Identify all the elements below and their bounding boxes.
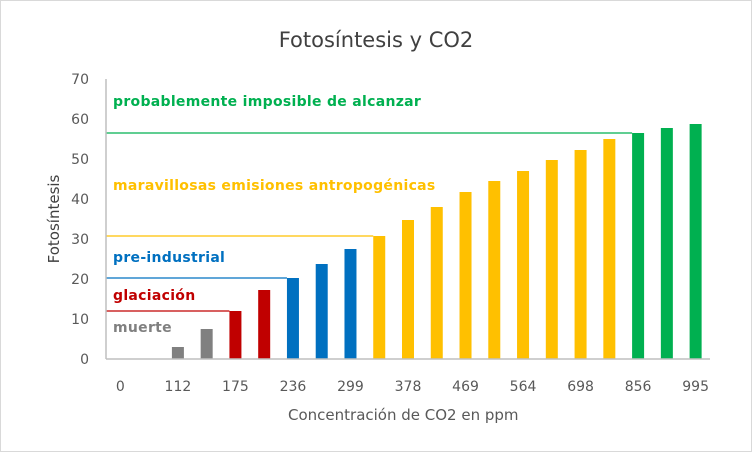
bar [459,192,472,359]
bar [430,207,443,359]
bar [315,264,328,359]
x-tick-label: 856 [625,379,652,395]
y-axis-label: Fotosíntesis [45,174,63,263]
x-tick-label: 469 [452,379,479,395]
zone-label-glaciacion: glaciación [113,288,196,304]
x-tick-label: 564 [510,379,537,395]
bar [286,278,299,359]
bar [488,181,501,359]
zone-label-muerte: muerte [113,320,172,336]
bar [545,160,558,359]
chart-title: Fotosíntesis y CO2 [279,28,474,52]
y-tick-label: 0 [80,352,89,368]
x-tick-label: 112 [165,379,192,395]
bar [402,220,414,359]
bar [517,171,530,359]
y-tick-label: 10 [71,312,89,328]
bar [200,329,213,359]
y-tick-label: 70 [71,72,89,88]
bar [229,311,242,359]
zone-label-preindustrial: pre-industrial [113,250,225,266]
bar [574,150,587,359]
y-tick-label: 40 [71,192,89,208]
x-axis-label: Concentración de CO2 en ppm [288,406,519,424]
x-tick-label: 698 [567,379,594,395]
zone-label-imposible: probablemente imposible de alcanzar [113,94,421,110]
zone-label-antropogenicas: maravillosas emisiones antropogénicas [113,178,436,194]
bar [689,124,702,359]
bar [344,249,357,359]
bar [603,139,616,359]
bar [373,236,386,359]
x-tick-label: 299 [337,379,364,395]
y-tick-label: 30 [71,232,89,248]
x-tick-label: 378 [395,379,422,395]
y-tick-label: 20 [71,272,89,288]
bar [258,290,271,359]
bar [632,133,645,359]
x-tick-label: 0 [116,379,125,395]
bar [171,347,184,359]
x-tick-label: 175 [222,379,249,395]
y-tick-label: 60 [71,112,89,128]
y-tick-label: 50 [71,152,89,168]
x-tick-label: 995 [682,379,709,395]
bar [660,128,673,359]
x-tick-label: 236 [280,379,307,395]
